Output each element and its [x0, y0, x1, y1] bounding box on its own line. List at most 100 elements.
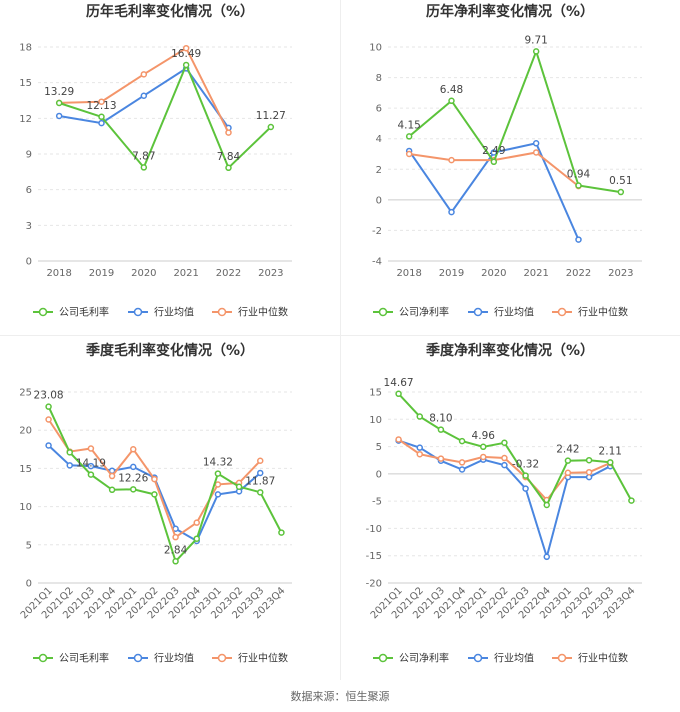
series-line: [397, 393, 633, 507]
series-line: [47, 406, 283, 564]
y-tick-label: 18: [19, 43, 32, 54]
data-point: [257, 457, 264, 465]
x-tick-label: 2022: [566, 268, 591, 279]
series-line: [408, 48, 621, 194]
x-tick-label: 2019: [89, 268, 114, 279]
y-tick-label: 8: [376, 73, 382, 84]
data-point: [108, 486, 116, 494]
data-point: [448, 208, 455, 216]
data-point: [98, 119, 105, 127]
legend-label[interactable]: 行业均值: [154, 306, 194, 319]
legend-label[interactable]: 行业均值: [154, 652, 194, 665]
y-tick-label: 20: [19, 426, 32, 437]
data-point: [532, 149, 540, 156]
panel-divider-horizontal: [0, 335, 680, 336]
y-tick-label: 10: [369, 43, 382, 54]
data-label: 14.32: [203, 457, 233, 469]
data-point: [193, 519, 200, 526]
data-label: 4.96: [472, 430, 496, 442]
y-tick-label: -5: [372, 497, 382, 508]
legend-label[interactable]: 行业中位数: [578, 306, 628, 319]
data-point: [214, 491, 222, 498]
x-tick-label: 2018: [396, 268, 421, 279]
data-point: [585, 468, 593, 476]
data-label: 14.19: [76, 458, 106, 470]
data-label: 9.71: [524, 34, 547, 46]
y-tick-label: 6: [26, 185, 32, 196]
y-tick-label: 10: [369, 415, 382, 426]
data-point: [140, 92, 148, 99]
y-tick-label: 3: [26, 221, 32, 232]
legend-marker: [378, 653, 388, 663]
data-label: 2.11: [599, 445, 622, 457]
data-point: [140, 71, 148, 78]
data-label: 2.42: [556, 444, 579, 456]
data-point: [490, 158, 498, 166]
y-tick-label: 15: [19, 78, 32, 89]
chart-panel-4: 季度净利率变化情况（%）-20-15-10-50510152021Q12021Q…: [366, 342, 642, 665]
data-point: [416, 444, 423, 451]
data-point: [543, 501, 550, 509]
data-point: [130, 486, 137, 493]
data-label: 7.84: [217, 151, 241, 163]
legend-label[interactable]: 行业中位数: [238, 306, 288, 319]
data-point: [437, 455, 445, 462]
data-label: 7.87: [132, 150, 155, 162]
y-tick-label: 2: [376, 165, 382, 176]
data-point: [225, 129, 232, 136]
legend-label[interactable]: 公司毛利率: [59, 306, 109, 319]
legend-label[interactable]: 公司净利率: [399, 306, 449, 319]
data-label: 14.67: [384, 377, 414, 389]
data-point: [575, 182, 582, 189]
y-tick-label: 0: [376, 469, 382, 480]
data-point: [140, 164, 148, 171]
y-tick-label: 5: [26, 540, 32, 551]
data-point: [87, 445, 95, 452]
y-tick-label: -20: [366, 579, 382, 590]
data-point: [405, 133, 413, 140]
legend-marker: [133, 307, 143, 317]
data-point: [151, 491, 158, 498]
data-point: [130, 463, 137, 471]
data-point: [480, 453, 487, 461]
legend-label[interactable]: 行业中位数: [578, 652, 628, 665]
chart-panel-3: 季度毛利率变化情况（%）05101520252021Q12021Q22021Q3…: [19, 342, 292, 665]
chart-title: 季度毛利率变化情况（%）: [85, 342, 254, 359]
data-point: [448, 156, 455, 164]
data-point: [130, 446, 137, 453]
data-point: [45, 416, 52, 423]
y-tick-label: 6: [376, 104, 382, 115]
data-point: [214, 481, 222, 488]
data-label: 12.13: [86, 100, 116, 112]
y-tick-label: -2: [372, 226, 382, 237]
legend-marker: [557, 307, 567, 317]
legend-label[interactable]: 行业中位数: [238, 652, 288, 665]
data-point: [532, 140, 540, 147]
data-source: 数据来源：恒生聚源: [290, 690, 390, 703]
data-point: [480, 443, 487, 451]
series-line: [58, 62, 272, 170]
legend-marker: [217, 307, 227, 317]
y-tick-label: 25: [19, 388, 32, 399]
data-point: [55, 99, 63, 107]
data-point: [182, 44, 190, 52]
data-point: [448, 97, 455, 105]
data-point: [564, 457, 572, 464]
data-point: [87, 471, 95, 478]
legend-label[interactable]: 行业均值: [494, 306, 534, 319]
data-point: [522, 485, 529, 492]
legend-label[interactable]: 公司净利率: [399, 652, 449, 665]
legend-marker: [217, 653, 227, 663]
data-label: 6.48: [440, 84, 463, 96]
data-point: [87, 462, 95, 470]
legend-label[interactable]: 行业均值: [494, 652, 534, 665]
legend-marker: [133, 653, 143, 663]
legend-label[interactable]: 公司毛利率: [59, 652, 109, 665]
x-tick-label: 2020: [481, 268, 506, 279]
data-point: [458, 437, 466, 445]
legend-marker: [38, 653, 48, 663]
x-tick-label: 2022: [216, 268, 241, 279]
y-tick-label: 15: [19, 464, 32, 475]
legend-marker: [557, 653, 567, 663]
data-point: [458, 459, 466, 466]
